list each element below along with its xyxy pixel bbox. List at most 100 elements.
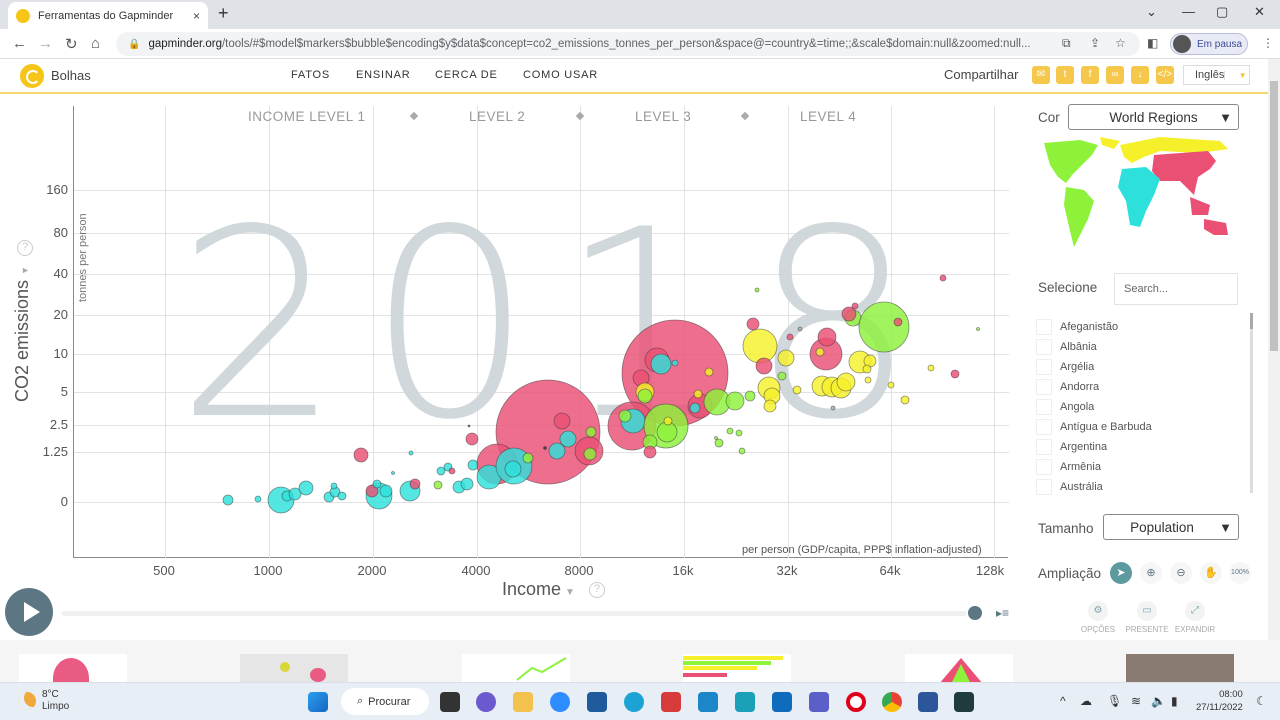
zoom-reset-button[interactable]: 100% bbox=[1229, 562, 1251, 584]
list-item[interactable]: Armênia bbox=[1036, 457, 1246, 477]
list-item[interactable]: Andorra bbox=[1036, 377, 1246, 397]
wifi-icon[interactable]: ≋ bbox=[1131, 694, 1142, 708]
download-icon[interactable]: ↓ bbox=[1131, 66, 1149, 84]
profile-button[interactable]: Em pausa bbox=[1170, 33, 1248, 55]
list-item[interactable]: Afeganistão bbox=[1036, 317, 1246, 337]
app-dark-icon[interactable] bbox=[954, 692, 974, 712]
country-search-input[interactable]: Search... bbox=[1114, 273, 1238, 305]
weather-widget[interactable]: 8°C Limpo bbox=[18, 689, 69, 713]
list-item[interactable]: Austrália bbox=[1036, 477, 1246, 495]
tool-thumbnail-mountain-chart[interactable] bbox=[905, 654, 1013, 682]
embed-icon[interactable]: </> bbox=[1156, 66, 1174, 84]
checkbox[interactable] bbox=[1036, 359, 1052, 375]
bookmark-star-icon[interactable]: ☆ bbox=[1115, 36, 1126, 50]
list-item[interactable]: Argentina bbox=[1036, 437, 1246, 457]
app-red-icon[interactable] bbox=[661, 692, 681, 712]
checkbox[interactable] bbox=[1036, 319, 1052, 335]
tool-thumbnail-line[interactable] bbox=[462, 654, 570, 682]
word-icon[interactable] bbox=[918, 692, 938, 712]
tool-thumbnail-photos[interactable] bbox=[1126, 654, 1234, 682]
browser-tab[interactable]: Ferramentas do Gapminder × bbox=[8, 2, 208, 29]
close-window-button[interactable]: ✕ bbox=[1254, 4, 1265, 19]
list-item[interactable]: Albânia bbox=[1036, 337, 1246, 357]
file-explorer-icon[interactable] bbox=[513, 692, 533, 712]
tab-search-chevron-icon[interactable]: ⌄ bbox=[1146, 4, 1157, 19]
timeline-handle[interactable] bbox=[968, 606, 982, 620]
options-button[interactable]: OPÇÕES bbox=[1080, 625, 1116, 634]
presentation-icon[interactable]: ▭ bbox=[1137, 601, 1157, 621]
x-axis-help-icon[interactable]: ? bbox=[589, 582, 605, 598]
volume-icon[interactable]: 🔈 bbox=[1151, 694, 1166, 708]
battery-icon[interactable]: ▮ bbox=[1171, 694, 1178, 708]
present-button[interactable]: PRESENTE bbox=[1125, 625, 1169, 634]
list-item[interactable]: Angola bbox=[1036, 397, 1246, 417]
y-axis-help-icon[interactable]: ? bbox=[17, 240, 33, 256]
new-tab-button[interactable]: + bbox=[218, 3, 229, 23]
menu-como-usar[interactable]: COMO USAR bbox=[523, 69, 599, 81]
speed-control-icon[interactable]: ▸≡ bbox=[996, 606, 1010, 620]
microsoft-store-icon[interactable] bbox=[587, 692, 607, 712]
mail-icon[interactable]: ✉ bbox=[1032, 66, 1050, 84]
app-teal-icon[interactable] bbox=[735, 692, 755, 712]
link-icon[interactable]: ∞ bbox=[1106, 66, 1124, 84]
x-axis-label[interactable]: Income ▼ bbox=[502, 579, 575, 599]
checkbox[interactable] bbox=[1036, 479, 1052, 495]
world-regions-map[interactable] bbox=[1040, 135, 1235, 255]
microphone-icon[interactable]: 🎙 bbox=[1107, 694, 1123, 708]
country-list[interactable]: Afeganistão Albânia Argélia Andorra Ango… bbox=[1036, 317, 1246, 495]
teams-chat-icon[interactable] bbox=[476, 692, 496, 712]
zoom-in-icon[interactable]: ⊕ bbox=[1140, 562, 1162, 584]
size-select[interactable]: Population ▼ bbox=[1103, 514, 1239, 540]
checkbox[interactable] bbox=[1036, 439, 1052, 455]
home-icon[interactable]: ⌂ bbox=[91, 35, 101, 52]
taskbar-search[interactable]: ⌕ Procurar bbox=[341, 688, 429, 715]
edge-icon[interactable] bbox=[624, 692, 644, 712]
play-button[interactable] bbox=[5, 588, 53, 636]
checkbox[interactable] bbox=[1036, 379, 1052, 395]
browser-menu-icon[interactable]: ⋮ bbox=[1262, 36, 1274, 50]
menu-ensinar[interactable]: ENSINAR bbox=[356, 69, 411, 81]
gear-icon[interactable]: ⚙ bbox=[1088, 601, 1108, 621]
zoom-app-icon[interactable] bbox=[550, 692, 570, 712]
cursor-select-icon[interactable]: ➤ bbox=[1110, 562, 1132, 584]
chrome-icon[interactable] bbox=[882, 692, 902, 712]
task-view-icon[interactable] bbox=[440, 692, 460, 712]
expand-icon[interactable]: ⤢ bbox=[1185, 601, 1205, 621]
notification-moon-icon[interactable]: ☾ bbox=[1256, 694, 1267, 708]
facebook-icon[interactable]: f bbox=[1081, 66, 1099, 84]
outlook-icon[interactable] bbox=[772, 692, 792, 712]
color-select[interactable]: World Regions ▼ bbox=[1068, 104, 1239, 130]
timeline-slider[interactable] bbox=[62, 611, 967, 616]
minimize-button[interactable]: — bbox=[1182, 4, 1195, 19]
gapminder-logo[interactable] bbox=[20, 64, 44, 88]
side-panel-icon[interactable]: ◧ bbox=[1147, 36, 1159, 50]
bubbles-layer[interactable] bbox=[0, 96, 1020, 566]
checkbox[interactable] bbox=[1036, 459, 1052, 475]
tool-thumbnail-map[interactable] bbox=[240, 654, 348, 682]
checkbox[interactable] bbox=[1036, 419, 1052, 435]
start-button[interactable] bbox=[308, 692, 328, 712]
menu-fatos[interactable]: FATOS bbox=[291, 69, 331, 81]
clock[interactable]: 08:00 27/11/2022 bbox=[1196, 689, 1243, 713]
pan-hand-icon[interactable]: ✋ bbox=[1200, 562, 1222, 584]
tab-close-icon[interactable]: × bbox=[192, 8, 200, 23]
expand-button[interactable]: EXPANDIR bbox=[1174, 625, 1216, 634]
translate-icon[interactable]: ⧉ bbox=[1062, 36, 1071, 50]
maximize-button[interactable]: ▢ bbox=[1216, 4, 1229, 19]
checkbox[interactable] bbox=[1036, 339, 1052, 355]
twitter-icon[interactable]: t bbox=[1056, 66, 1074, 84]
onedrive-icon[interactable]: ☁ bbox=[1080, 694, 1092, 708]
list-item[interactable]: Argélia bbox=[1036, 357, 1246, 377]
forward-icon[interactable]: → bbox=[38, 35, 53, 52]
reload-icon[interactable]: ↻ bbox=[65, 36, 78, 53]
list-item[interactable]: Antígua e Barbuda bbox=[1036, 417, 1246, 437]
teams-icon[interactable] bbox=[809, 692, 829, 712]
checkbox[interactable] bbox=[1036, 399, 1052, 415]
zoom-out-icon[interactable]: ⊖ bbox=[1170, 562, 1192, 584]
back-icon[interactable]: ← bbox=[12, 35, 27, 52]
page-scrollbar[interactable] bbox=[1268, 59, 1280, 640]
url-input[interactable]: 🔒 gapminder.org /tools/#$model$markers$b… bbox=[116, 32, 1140, 56]
opera-icon[interactable] bbox=[846, 692, 866, 712]
country-list-scrollbar[interactable] bbox=[1250, 313, 1253, 493]
menu-cerca-de[interactable]: CERCA DE bbox=[435, 69, 498, 81]
